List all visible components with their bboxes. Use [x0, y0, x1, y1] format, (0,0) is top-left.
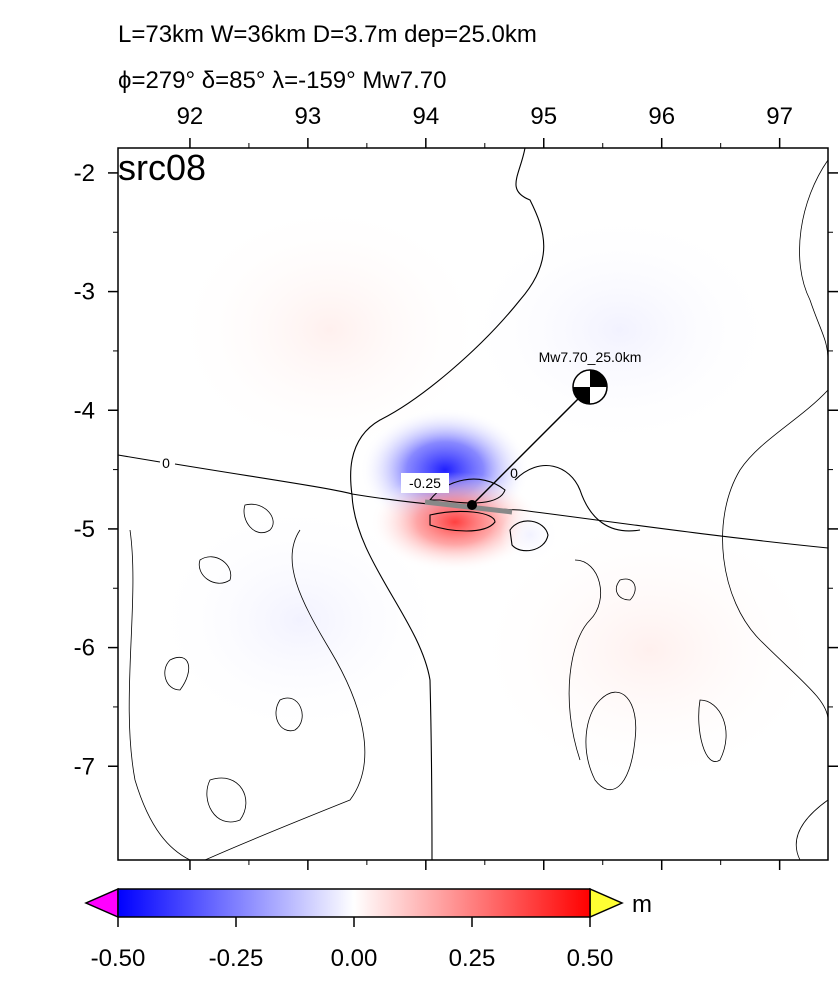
y-tick-label: -2 — [74, 160, 95, 187]
contour-label: -0.25 — [409, 475, 441, 491]
field-blob — [460, 210, 780, 450]
beachball — [572, 369, 608, 405]
x-tick-label: 95 — [530, 103, 557, 130]
contour — [429, 510, 496, 532]
mechanism-label: Mw7.70_25.0km — [539, 349, 642, 365]
y-tick-label: -4 — [74, 397, 95, 424]
contour — [568, 559, 727, 791]
leader-line — [471, 386, 591, 506]
field-blob — [370, 472, 540, 572]
contour — [164, 503, 303, 823]
colorbar-tick-label: -0.50 — [91, 945, 146, 972]
contour — [722, 159, 828, 860]
y-tick-label: -6 — [74, 635, 95, 662]
y-tick-label: -7 — [74, 753, 95, 780]
contour — [509, 520, 549, 552]
title-line: ϕ=279° δ=85° λ=-159° Mw7.70 — [118, 67, 446, 94]
map-field: Mw7.70_25.0km 0 -0.25 0 — [118, 148, 828, 860]
colorbar-tick-label: -0.25 — [209, 945, 264, 972]
y-tick-label: -5 — [74, 516, 95, 543]
colorbar-tick-label: 0.25 — [449, 945, 496, 972]
x-tick-label: 96 — [648, 103, 675, 130]
colorbar-tick-label: 0.50 — [567, 945, 614, 972]
title-line: L=73km W=36km D=3.7m dep=25.0km — [118, 21, 537, 48]
contour-label: 0 — [162, 455, 170, 471]
map-frame — [117, 147, 829, 861]
y-tick-label: -3 — [74, 279, 95, 306]
x-tick-label: 97 — [766, 103, 793, 130]
field-blob — [470, 510, 828, 790]
colorbar-unit: m — [632, 891, 652, 918]
colorbar — [117, 888, 591, 918]
contour — [350, 148, 545, 860]
x-tick-label: 94 — [412, 103, 439, 130]
contour — [514, 464, 641, 532]
field-blob — [150, 500, 450, 740]
contour-label: 0 — [510, 465, 518, 481]
x-tick-label: 92 — [177, 103, 204, 130]
field-blob — [170, 200, 490, 460]
contour — [128, 529, 366, 860]
label-box — [401, 473, 449, 493]
epicenter — [467, 500, 477, 510]
colorbar-low-triangle — [84, 887, 119, 919]
colorbar-high-triangle — [589, 887, 624, 919]
x-tick-label: 93 — [295, 103, 322, 130]
field-blob — [500, 507, 560, 563]
panel-label: src08 — [118, 147, 206, 188]
colorbar-tick-label: 0.00 — [331, 945, 378, 972]
